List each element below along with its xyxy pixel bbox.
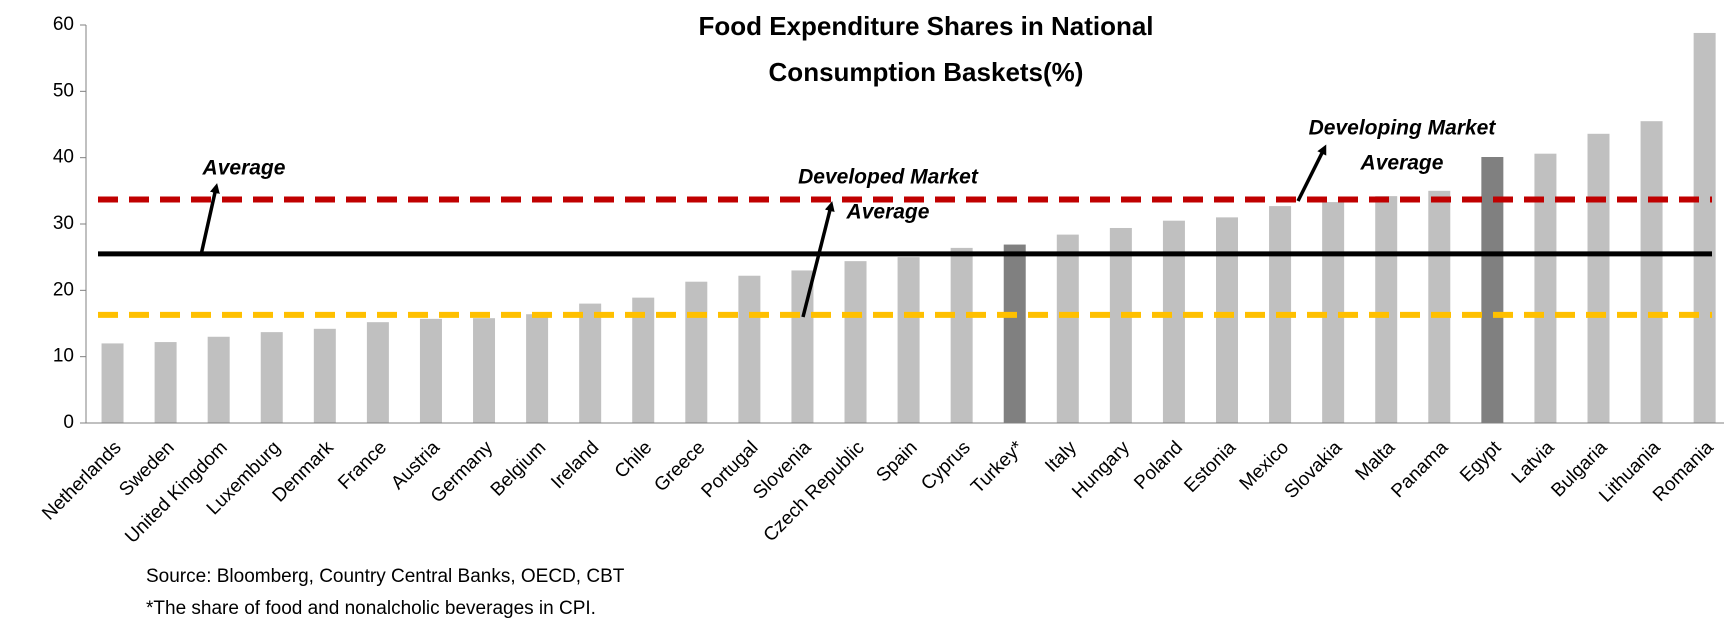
x-tick-label: Belgium — [487, 437, 550, 500]
x-tick-label: France — [334, 437, 391, 494]
bar — [950, 247, 973, 423]
x-tick-label: Italy — [1041, 437, 1081, 477]
x-tick-label: Hungary — [1068, 437, 1134, 503]
bar — [1693, 32, 1716, 424]
bar — [685, 281, 708, 423]
bar — [1428, 190, 1451, 423]
x-tick-label: Panama — [1387, 437, 1452, 502]
annotation-arrow — [1296, 144, 1327, 202]
bar — [1162, 220, 1185, 423]
source-note: Source: Bloomberg, Country Central Banks… — [146, 566, 625, 587]
annotation: Average — [846, 201, 930, 224]
bar — [897, 257, 920, 423]
x-tick-label: Netherlands — [38, 437, 125, 524]
x-tick-label: Spain — [872, 437, 921, 486]
bar — [632, 297, 655, 423]
bar — [260, 332, 283, 423]
footnote: *The share of food and nonalcholic bever… — [146, 598, 596, 619]
x-tick-label: Estonia — [1180, 437, 1240, 497]
chart-title: Consumption Baskets(%) — [769, 57, 1084, 87]
y-tick-label: 50 — [53, 80, 74, 101]
bar — [473, 318, 496, 423]
bar — [1481, 157, 1504, 423]
bar — [313, 328, 336, 423]
x-tick-label: Malta — [1352, 437, 1400, 485]
bar — [207, 336, 230, 423]
x-tick-label: Cyprus — [917, 437, 974, 494]
x-tick-label: Slovakia — [1281, 437, 1347, 503]
bar — [1003, 244, 1026, 423]
x-tick-label: Poland — [1130, 437, 1187, 494]
annotation-arrow — [801, 201, 835, 318]
bar — [579, 303, 602, 423]
bar — [1534, 153, 1557, 424]
bar — [419, 318, 442, 423]
y-tick-label: 0 — [63, 412, 74, 433]
bar — [1322, 202, 1345, 423]
bar — [1640, 121, 1663, 423]
bar — [791, 270, 814, 423]
x-tick-label: Chile — [611, 437, 656, 482]
chart-title: Food Expenditure Shares in National — [698, 11, 1153, 41]
bar — [366, 322, 389, 423]
bar — [738, 275, 761, 423]
x-tick-label: Ireland — [547, 437, 603, 493]
bar — [1216, 217, 1239, 423]
annotation: Average — [1360, 152, 1444, 175]
bar — [1056, 234, 1079, 423]
bar — [1587, 133, 1610, 423]
y-tick-label: 30 — [53, 213, 74, 234]
y-tick-label: 60 — [53, 14, 74, 35]
annotation: Developed Market — [798, 166, 979, 189]
y-tick-label: 40 — [53, 147, 74, 168]
bar — [526, 314, 549, 423]
x-tick-label: Egypt — [1456, 437, 1506, 487]
bar — [154, 342, 177, 423]
annotation: Developing Market — [1309, 117, 1497, 140]
annotation-arrow — [199, 183, 220, 256]
y-tick-label: 20 — [53, 279, 74, 300]
bar — [844, 261, 867, 423]
annotation: Average — [202, 157, 286, 180]
bar — [1375, 196, 1398, 423]
bar — [1109, 227, 1132, 423]
x-tick-label: Turkey* — [967, 437, 1028, 498]
bar — [101, 343, 124, 423]
x-tick-label: Latvia — [1508, 437, 1559, 488]
y-tick-label: 10 — [53, 346, 74, 367]
x-tick-label: Czech Republic — [760, 437, 869, 546]
